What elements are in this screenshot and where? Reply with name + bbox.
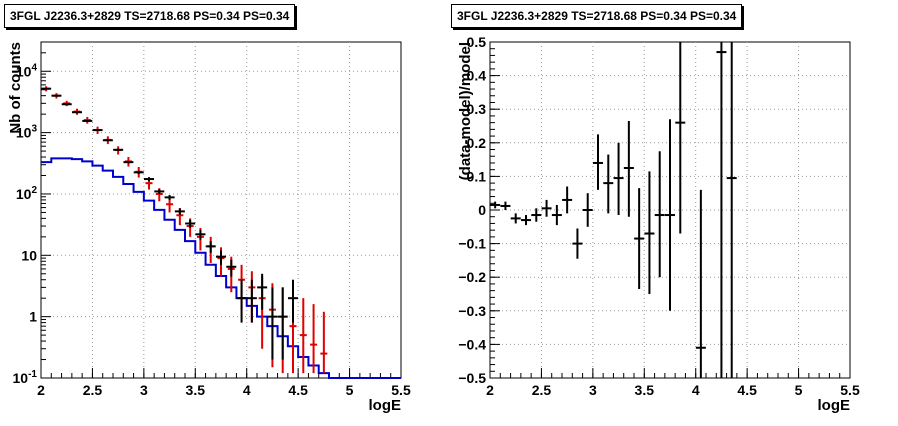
y-tick-label: 0 bbox=[478, 202, 486, 218]
x-tick-label: 5.5 bbox=[391, 382, 411, 398]
x-axis-title: logE bbox=[369, 397, 402, 414]
x-tick-label: 2.5 bbox=[532, 382, 552, 398]
x-tick-label: 2 bbox=[37, 382, 45, 398]
x-tick-label: 4.5 bbox=[737, 382, 757, 398]
x-tick-label: 5 bbox=[346, 382, 354, 398]
x-axis-title: logE bbox=[818, 397, 851, 414]
counts-plot-title: 3FGL J2236.3+2829 TS=2718.68 PS=0.34 PS=… bbox=[4, 4, 296, 28]
y-tick-label: −0.3 bbox=[458, 303, 486, 319]
y-tick-label: 102 bbox=[16, 185, 38, 202]
y-axis-title: (data-model)/model bbox=[457, 42, 474, 180]
x-tick-label: 4 bbox=[243, 382, 251, 398]
residuals-plot: 2 2.5 3 3.5 4 4.5 5 5.5 −0.5 −0.4 −0.3 −0.2 −0.1 0 0.1… bbox=[457, 34, 860, 414]
x-tick-label: 4.5 bbox=[288, 382, 308, 398]
y-tick-label: −0.2 bbox=[458, 269, 486, 285]
y-tick-label: 0.4 bbox=[467, 68, 487, 84]
model-step-line bbox=[41, 157, 401, 379]
y-tick-label: −0.5 bbox=[458, 370, 486, 386]
y-tick-label: −0.1 bbox=[458, 236, 486, 252]
x-tick-label: 3.5 bbox=[635, 382, 655, 398]
y-tick-label: 0.2 bbox=[467, 135, 487, 151]
y-tick-label: 0.5 bbox=[467, 34, 487, 50]
y-axis-title: Nb of counts bbox=[7, 42, 24, 134]
x-tick-label: 4 bbox=[692, 382, 700, 398]
y-tick-label: 10-1 bbox=[13, 369, 38, 386]
plot-frame bbox=[40, 41, 402, 379]
x-tick-label: 3 bbox=[589, 382, 597, 398]
y-tick-label: −0.4 bbox=[458, 336, 486, 352]
y-tick-label: 10 bbox=[21, 247, 37, 263]
y-tick-label: 1 bbox=[29, 309, 37, 325]
x-tick-label: 5.5 bbox=[840, 382, 860, 398]
residuals-plot-pad: 2 2.5 3 3.5 4 4.5 5 5.5 −0.5 −0.4 −0.3 −0.2 −0.1 0 0.1… bbox=[449, 0, 898, 421]
residuals-plot-title: 3FGL J2236.3+2829 TS=2718.68 PS=0.34 PS=… bbox=[451, 4, 743, 28]
x-tick-label: 5 bbox=[795, 382, 803, 398]
counts-plot-pad: 2 2.5 3 3.5 4 4.5 5 5.5 10-1 1 10 102 103 104 logE Nb o… bbox=[0, 0, 449, 421]
x-tick-label: 2.5 bbox=[83, 382, 103, 398]
y-tick-label: 0.3 bbox=[467, 101, 487, 117]
x-tick-label: 3 bbox=[140, 382, 148, 398]
x-tick-label: 3.5 bbox=[186, 382, 206, 398]
x-tick-label: 2 bbox=[486, 382, 494, 398]
y-tick-label: 0.1 bbox=[467, 168, 487, 184]
